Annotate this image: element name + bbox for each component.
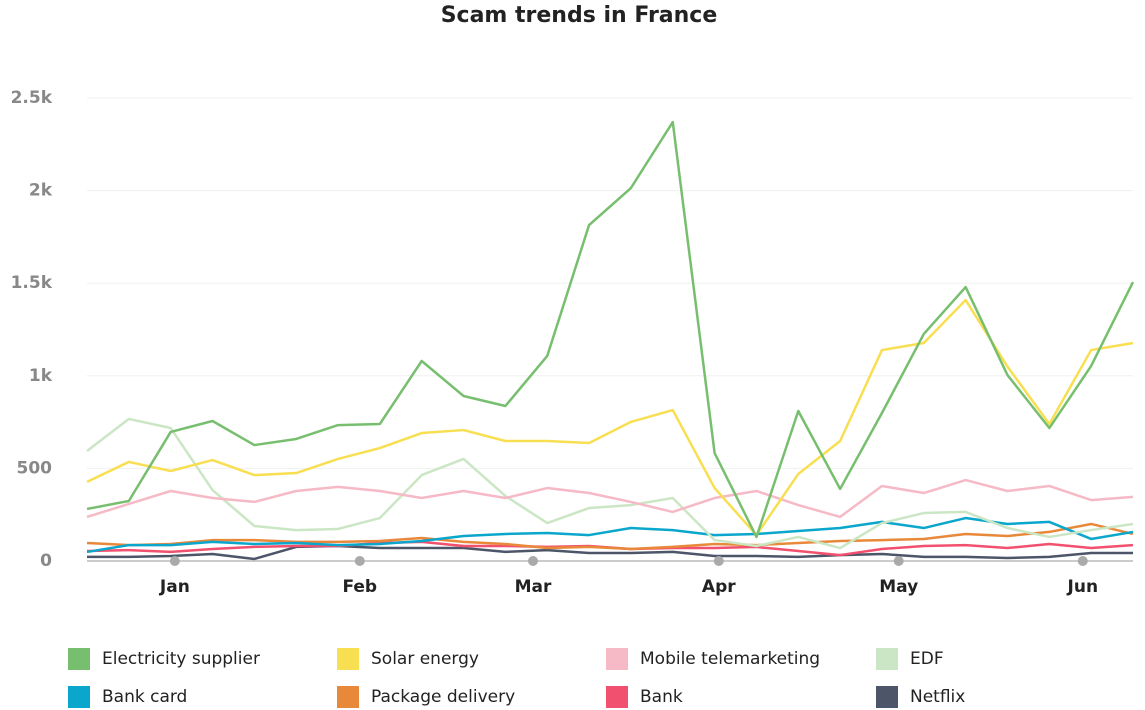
x-tick-mark — [1077, 556, 1088, 566]
x-tick-mark — [354, 556, 365, 566]
x-tick-label: Feb — [342, 577, 377, 597]
x-tick-mark — [169, 556, 180, 566]
x-tick-label: Mar — [515, 577, 552, 597]
legend-swatch — [68, 686, 90, 708]
y-tick-label: 2.5k — [11, 88, 53, 108]
series-line — [86, 120, 1135, 539]
legend-swatch — [337, 648, 359, 670]
series-line — [86, 516, 1134, 554]
series-line — [87, 544, 1133, 561]
y-tick-label: 2k — [29, 181, 53, 201]
legend-swatch — [68, 648, 90, 670]
x-tick-mark — [713, 556, 724, 566]
y-tick-label: 1k — [29, 366, 53, 386]
legend-swatch — [606, 686, 628, 708]
legend-swatch — [337, 686, 359, 708]
x-tick-label: Jan — [159, 577, 190, 597]
x-tick-label: Apr — [702, 577, 736, 597]
x-tick-label: May — [879, 577, 918, 597]
y-tick-label: 500 — [17, 458, 53, 478]
x-tick-mark — [528, 556, 539, 566]
legend-swatch — [876, 648, 898, 670]
series-line — [86, 522, 1134, 551]
legend-swatch — [606, 648, 628, 670]
y-tick-label: 0 — [40, 551, 52, 571]
series-line — [86, 298, 1134, 537]
legend-label: Netflix — [910, 687, 965, 707]
series-line — [86, 417, 1134, 550]
legend-label: Bank card — [102, 687, 187, 707]
legend-label: Bank — [640, 687, 683, 707]
legend-label: Mobile telemarketing — [640, 649, 820, 669]
legend-label: Solar energy — [371, 649, 479, 669]
legend-label: EDF — [910, 649, 944, 669]
series-line — [86, 478, 1134, 519]
chart-title: Scam trends in France — [441, 3, 718, 28]
legend-swatch — [876, 686, 898, 708]
y-tick-label: 1.5k — [11, 273, 53, 293]
legend-label: Electricity supplier — [102, 649, 260, 669]
x-tick-label: Jun — [1067, 577, 1099, 597]
x-tick-mark — [893, 556, 904, 566]
legend-label: Package delivery — [371, 687, 515, 707]
